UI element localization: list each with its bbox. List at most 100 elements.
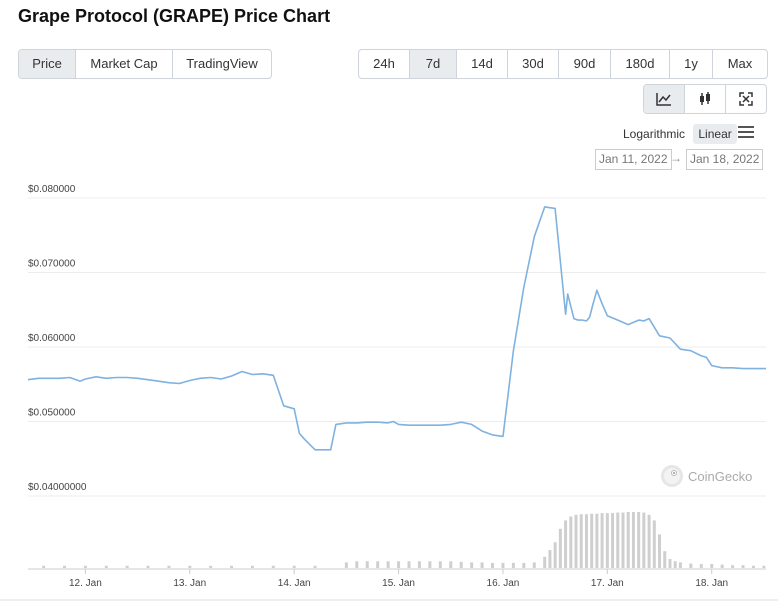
volume-bar bbox=[511, 562, 515, 568]
volume-bar bbox=[731, 565, 735, 568]
volume-bar bbox=[689, 563, 693, 568]
volume-bar bbox=[631, 512, 635, 568]
scale-linear[interactable]: Linear bbox=[693, 124, 737, 144]
volume-bar bbox=[480, 562, 484, 568]
y-tick-label: $0.070000 bbox=[28, 259, 76, 270]
y-tick-label: $0.050000 bbox=[28, 408, 76, 419]
volume-bar bbox=[642, 512, 646, 568]
volume-bar bbox=[104, 565, 108, 568]
volume-bar bbox=[590, 513, 594, 568]
volume-bar bbox=[668, 559, 672, 568]
volume-bar bbox=[647, 514, 651, 568]
volume-bar bbox=[313, 565, 317, 568]
volume-bar bbox=[449, 561, 453, 568]
volume-bar bbox=[209, 565, 213, 568]
volume-bar bbox=[699, 564, 703, 568]
volume-bar bbox=[271, 565, 275, 568]
x-tick-label: 18. Jan bbox=[695, 578, 728, 589]
volume-bar bbox=[584, 514, 588, 568]
range-7d[interactable]: 7d bbox=[410, 50, 457, 78]
volume-bar bbox=[751, 565, 755, 568]
volume-bar bbox=[428, 561, 432, 568]
volume-bar bbox=[658, 534, 662, 568]
price-series-line bbox=[27, 206, 766, 451]
fullscreen-icon bbox=[739, 92, 753, 106]
volume-bar bbox=[83, 565, 87, 568]
scale-logarithmic[interactable]: Logarithmic bbox=[623, 127, 686, 141]
date-to-input[interactable]: Jan 18, 2022 bbox=[686, 149, 764, 170]
volume-bar bbox=[397, 561, 401, 568]
volume-bar bbox=[548, 550, 552, 568]
volume-bar bbox=[42, 565, 46, 568]
volume-bar bbox=[230, 565, 234, 568]
tab-tradingview[interactable]: TradingView bbox=[186, 56, 258, 71]
line-chart-button[interactable] bbox=[644, 85, 685, 113]
volume-bar bbox=[167, 565, 171, 568]
y-tick-label: $0.080000 bbox=[28, 184, 76, 195]
y-tick-label: $0.04000000 bbox=[28, 482, 87, 493]
tab-market-cap[interactable]: Market Cap bbox=[76, 50, 173, 78]
volume-bar bbox=[365, 561, 369, 568]
x-tick-label: 16. Jan bbox=[487, 578, 520, 589]
fullscreen-button[interactable] bbox=[726, 85, 766, 113]
x-tick-label: 13. Jan bbox=[173, 578, 206, 589]
watermark-text: CoinGecko bbox=[688, 468, 753, 484]
volume-bar bbox=[710, 564, 714, 568]
volume-bar bbox=[522, 562, 526, 568]
volume-bar bbox=[532, 562, 536, 568]
date-from-input[interactable]: Jan 11, 2022 bbox=[595, 149, 672, 170]
volume-bar bbox=[595, 513, 599, 568]
volume-bar bbox=[376, 561, 380, 568]
page-title: Grape Protocol (GRAPE) Price Chart bbox=[18, 6, 331, 26]
volume-bar bbox=[652, 520, 656, 568]
range-14d[interactable]: 14d bbox=[457, 50, 508, 78]
volume-bar bbox=[417, 561, 421, 568]
volume-bar bbox=[579, 514, 583, 568]
volume-bar bbox=[553, 542, 557, 568]
volume-bar bbox=[611, 513, 615, 568]
x-tick-label: 14. Jan bbox=[278, 578, 311, 589]
x-tick-label: 17. Jan bbox=[591, 578, 624, 589]
volume-bar bbox=[407, 561, 411, 568]
volume-bar bbox=[762, 565, 766, 568]
range-180d[interactable]: 180d bbox=[611, 50, 670, 78]
volume-bar bbox=[355, 561, 359, 568]
volume-bar bbox=[616, 512, 620, 568]
volume-bar bbox=[188, 565, 192, 568]
volume-bar bbox=[501, 562, 505, 568]
x-tick-label: 15. Jan bbox=[382, 578, 415, 589]
tab-price[interactable]: Price bbox=[19, 50, 76, 78]
volume-bar bbox=[125, 565, 129, 568]
chart-type-tabs: Price Market Cap TradingView bbox=[18, 49, 272, 79]
range-30d[interactable]: 30d bbox=[508, 50, 559, 78]
candlestick-icon bbox=[700, 92, 710, 105]
volume-bar bbox=[673, 561, 677, 568]
volume-bar bbox=[569, 516, 573, 568]
y-tick-label: $0.060000 bbox=[28, 333, 76, 344]
candlestick-button[interactable] bbox=[685, 85, 726, 113]
date-range-arrow: → bbox=[670, 151, 682, 165]
volume-bar bbox=[678, 562, 682, 568]
range-max[interactable]: Max bbox=[727, 56, 753, 71]
volume-bar bbox=[63, 565, 67, 568]
volume-bar bbox=[146, 565, 150, 568]
volume-bar bbox=[600, 513, 604, 568]
menu-icon[interactable] bbox=[738, 126, 754, 138]
time-range-tabs: 24h 7d 14d 30d 90d 180d 1y Max bbox=[358, 49, 768, 79]
line-chart-icon bbox=[656, 93, 671, 106]
volume-bar bbox=[621, 512, 625, 568]
volume-bar bbox=[720, 564, 724, 568]
volume-bar bbox=[543, 556, 547, 568]
volume-bar bbox=[558, 528, 562, 568]
volume-bar bbox=[741, 565, 745, 568]
volume-bar bbox=[459, 561, 463, 568]
volume-bar bbox=[470, 562, 474, 568]
volume-bar bbox=[438, 561, 442, 568]
volume-bar bbox=[564, 520, 568, 568]
volume-bar bbox=[637, 512, 641, 568]
volume-bar bbox=[574, 514, 578, 568]
range-90d[interactable]: 90d bbox=[559, 50, 611, 78]
range-1y[interactable]: 1y bbox=[670, 50, 713, 78]
range-24h[interactable]: 24h bbox=[359, 50, 410, 78]
